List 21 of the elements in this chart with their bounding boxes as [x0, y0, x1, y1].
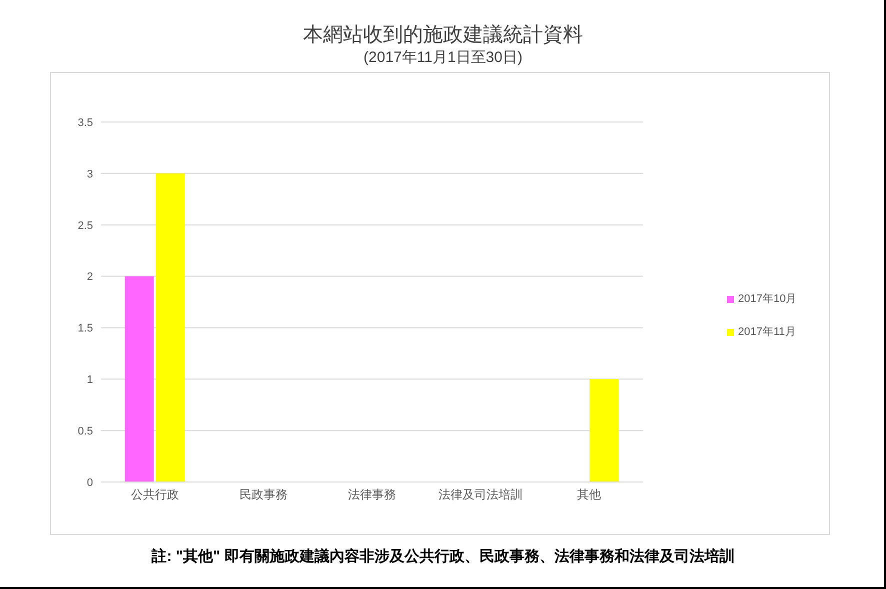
x-tick-label: 法律及司法培訓 — [438, 488, 522, 502]
y-tick-label: 1 — [86, 374, 93, 386]
x-tick-label: 民政事務 — [240, 488, 288, 502]
legend-label: 2017年11月 — [738, 326, 796, 338]
x-tick-label: 公共行政 — [131, 488, 180, 502]
bar — [589, 379, 618, 482]
x-tick-label: 法律事務 — [348, 488, 396, 502]
y-tick-label: 3 — [86, 168, 93, 180]
y-tick-label: 0.5 — [78, 425, 93, 438]
legend-label: 2017年10月 — [738, 293, 797, 305]
y-tick-label: 2 — [86, 271, 93, 284]
y-tick-label: 3.5 — [78, 116, 93, 129]
chart-title: 本網站收到的施政建議統計資料 — [302, 23, 584, 48]
y-tick-label: 1.5 — [78, 322, 93, 335]
y-tick-label: 2.5 — [78, 220, 93, 232]
y-tick-label: 0 — [86, 476, 93, 489]
bar — [156, 173, 185, 482]
bar — [124, 276, 154, 482]
text: 註: "其他" 即有關施政建議內容非涉及公共行政、民政事務、法律事務和法律及司法培訓 — [150, 547, 736, 566]
chart-subtitle: (2017年11月1日至30日) — [362, 48, 524, 67]
x-tick-label: 其他 — [576, 488, 601, 502]
